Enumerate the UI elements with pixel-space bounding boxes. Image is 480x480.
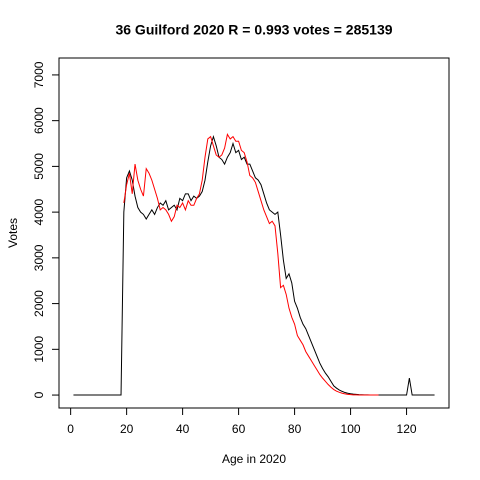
y-tick-label: 1000 <box>32 336 46 363</box>
x-tick-label: 60 <box>232 422 246 436</box>
y-tick-label: 4000 <box>32 198 46 225</box>
x-axis-label: Age in 2020 <box>222 452 286 466</box>
x-tick-label: 40 <box>176 422 190 436</box>
x-tick-label: 20 <box>120 422 134 436</box>
y-tick-label: 7000 <box>32 61 46 88</box>
x-tick-label: 120 <box>397 422 417 436</box>
y-tick-label: 3000 <box>32 244 46 271</box>
chart-title: 36 Guilford 2020 R = 0.993 votes = 28513… <box>115 22 392 38</box>
x-tick-label: 80 <box>288 422 302 436</box>
x-tick-label: 0 <box>67 422 74 436</box>
y-axis-label: Votes <box>6 218 20 248</box>
plot-frame <box>58 57 450 409</box>
y-tick-label: 0 <box>32 391 46 398</box>
series-line <box>123 133 379 396</box>
y-tick-label: 6000 <box>32 107 46 134</box>
y-tick-label: 2000 <box>32 290 46 317</box>
y-tick-label: 5000 <box>32 153 46 180</box>
x-tick-label: 100 <box>341 422 361 436</box>
